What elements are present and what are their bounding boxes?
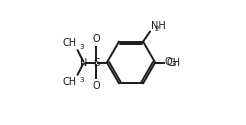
Text: 2: 2 [154,26,159,32]
Text: CH: CH [167,58,181,68]
Text: NH: NH [151,21,165,31]
Text: O: O [92,81,100,91]
Text: N: N [80,58,88,68]
Text: 3: 3 [171,61,176,67]
Text: O: O [164,57,172,67]
Text: 3: 3 [79,44,84,50]
Text: CH: CH [62,38,77,48]
Text: CH: CH [62,77,77,87]
Text: 3: 3 [79,77,84,83]
Text: S: S [93,58,100,68]
Text: O: O [92,34,100,44]
